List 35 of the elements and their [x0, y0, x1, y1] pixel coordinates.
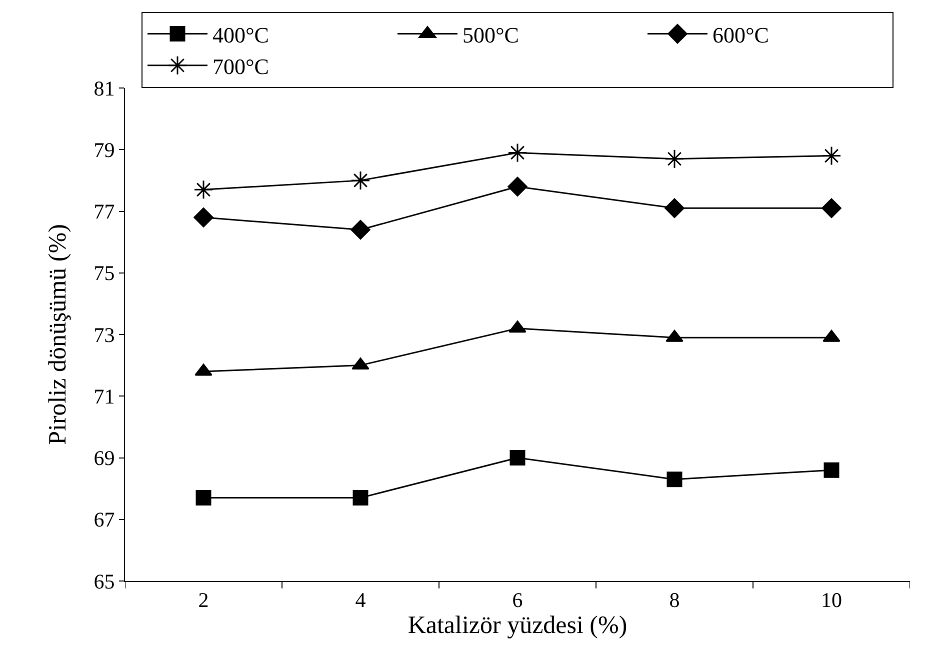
y-tick-label: 75	[94, 261, 115, 286]
legend-label: 400°C	[212, 22, 269, 48]
y-tick-label: 81	[94, 76, 115, 100]
x-axis-title: Katalizör yüzdesi (%)	[408, 612, 628, 640]
legend-label: 700°C	[212, 54, 269, 79]
point	[508, 176, 528, 196]
y-tick-label: 73	[94, 322, 115, 347]
y-tick-label: 67	[94, 508, 115, 532]
point	[822, 146, 842, 166]
x-tick-label: 10	[821, 588, 842, 612]
legend-label: 600°C	[712, 22, 769, 48]
y-tick-label: 77	[94, 200, 115, 224]
y-tick-label: 69	[94, 446, 115, 470]
point	[666, 472, 682, 488]
point	[664, 149, 684, 169]
x-tick-label: 6	[512, 588, 523, 612]
point	[194, 208, 214, 228]
point	[196, 490, 212, 506]
x-tick-label: 8	[669, 588, 680, 612]
point	[510, 450, 526, 466]
y-tick-label: 65	[94, 569, 115, 594]
legend-label: 500°C	[462, 22, 519, 48]
point	[824, 462, 840, 478]
x-tick-label: 2	[198, 588, 209, 612]
y-tick-label: 79	[94, 138, 115, 162]
x-tick-label: 4	[355, 588, 366, 612]
point	[822, 198, 842, 218]
point	[350, 220, 370, 240]
point	[508, 142, 528, 162]
y-axis-title: Piroliz dönüşümü (%)	[44, 224, 72, 445]
point	[664, 198, 684, 218]
point	[194, 180, 214, 200]
point	[350, 170, 370, 190]
y-tick-label: 71	[94, 384, 115, 408]
point	[352, 490, 368, 506]
